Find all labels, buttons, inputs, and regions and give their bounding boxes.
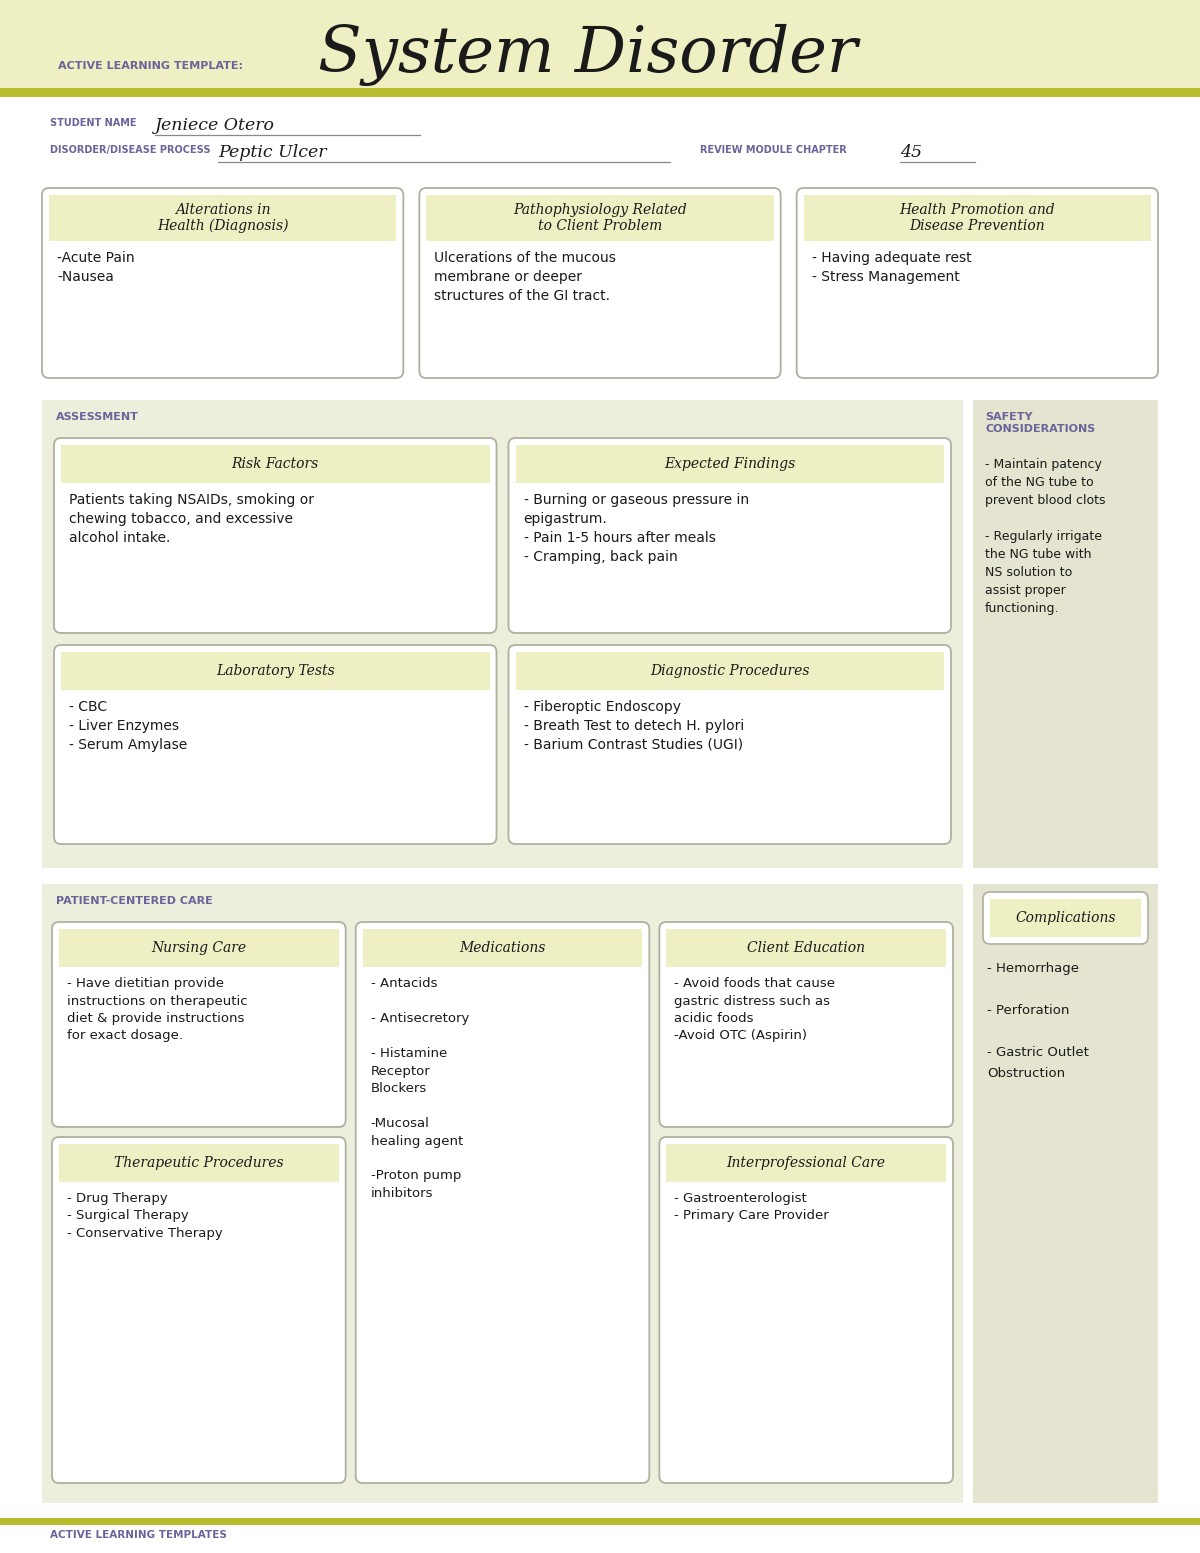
- Text: SAFETY
CONSIDERATIONS: SAFETY CONSIDERATIONS: [985, 412, 1096, 433]
- Bar: [666, 1145, 946, 1182]
- FancyBboxPatch shape: [509, 644, 952, 843]
- Text: Laboratory Tests: Laboratory Tests: [216, 665, 335, 679]
- Bar: [59, 1145, 338, 1182]
- Text: REVIEW MODULE CHAPTER: REVIEW MODULE CHAPTER: [700, 144, 847, 155]
- Text: ACTIVE LEARNING TEMPLATE:: ACTIVE LEARNING TEMPLATE:: [58, 61, 242, 71]
- Text: - Maintain patency
of the NG tube to
prevent blood clots

- Regularly irrigate
t: - Maintain patency of the NG tube to pre…: [985, 458, 1105, 615]
- Bar: [990, 899, 1141, 936]
- Text: Pathophysiology Related
to Client Problem: Pathophysiology Related to Client Proble…: [514, 203, 686, 233]
- Text: DISORDER/DISEASE PROCESS: DISORDER/DISEASE PROCESS: [50, 144, 210, 155]
- Text: Risk Factors: Risk Factors: [232, 457, 319, 471]
- Bar: [516, 652, 944, 690]
- FancyBboxPatch shape: [52, 922, 346, 1127]
- FancyBboxPatch shape: [659, 1137, 953, 1483]
- Text: - Fiberoptic Endoscopy
- Breath Test to detech H. pylori
- Barium Contrast Studi: - Fiberoptic Endoscopy - Breath Test to …: [523, 700, 744, 752]
- FancyBboxPatch shape: [54, 438, 497, 634]
- Bar: [61, 652, 490, 690]
- Text: Peptic Ulcer: Peptic Ulcer: [218, 144, 326, 162]
- Text: Nursing Care: Nursing Care: [151, 941, 246, 955]
- Text: - Avoid foods that cause
gastric distress such as
acidic foods
-Avoid OTC (Aspir: - Avoid foods that cause gastric distres…: [674, 977, 835, 1042]
- Text: -Acute Pain
-Nausea: -Acute Pain -Nausea: [58, 252, 134, 284]
- Bar: [516, 446, 944, 483]
- Bar: [973, 401, 1158, 868]
- Text: Expected Findings: Expected Findings: [664, 457, 796, 471]
- FancyBboxPatch shape: [659, 922, 953, 1127]
- Text: - Antacids

- Antisecretory

- Histamine
Receptor
Blockers

-Mucosal
healing age: - Antacids - Antisecretory - Histamine R…: [371, 977, 469, 1200]
- Text: Ulcerations of the mucous
membrane or deeper
structures of the GI tract.: Ulcerations of the mucous membrane or de…: [434, 252, 617, 303]
- Bar: [42, 884, 964, 1503]
- Text: Jeniece Otero: Jeniece Otero: [155, 116, 275, 134]
- Text: Alterations in
Health (Diagnosis): Alterations in Health (Diagnosis): [157, 202, 288, 233]
- Bar: [0, 1517, 1200, 1525]
- Text: ASSESSMENT: ASSESSMENT: [56, 412, 139, 422]
- Text: - CBC
- Liver Enzymes
- Serum Amylase: - CBC - Liver Enzymes - Serum Amylase: [70, 700, 187, 752]
- FancyBboxPatch shape: [52, 1137, 346, 1483]
- Text: Medications: Medications: [460, 941, 546, 955]
- Bar: [362, 929, 642, 968]
- FancyBboxPatch shape: [419, 188, 781, 377]
- Bar: [0, 0, 1200, 93]
- Text: - Hemorrhage

- Perforation

- Gastric Outlet
Obstruction: - Hemorrhage - Perforation - Gastric Out…: [986, 961, 1088, 1079]
- Text: 45: 45: [900, 144, 922, 162]
- Text: PATIENT-CENTERED CARE: PATIENT-CENTERED CARE: [56, 896, 212, 905]
- Text: - Gastroenterologist
- Primary Care Provider: - Gastroenterologist - Primary Care Prov…: [674, 1193, 829, 1222]
- FancyBboxPatch shape: [54, 644, 497, 843]
- Text: System Disorder: System Disorder: [318, 23, 857, 85]
- Text: - Burning or gaseous pressure in
epigastrum.
- Pain 1-5 hours after meals
- Cram: - Burning or gaseous pressure in epigast…: [523, 492, 749, 564]
- FancyBboxPatch shape: [509, 438, 952, 634]
- Text: Interprofessional Care: Interprofessional Care: [727, 1155, 886, 1169]
- FancyBboxPatch shape: [983, 891, 1148, 944]
- Bar: [973, 884, 1158, 1503]
- Bar: [426, 196, 774, 241]
- Text: - Have dietitian provide
instructions on therapeutic
diet & provide instructions: - Have dietitian provide instructions on…: [67, 977, 247, 1042]
- Text: Therapeutic Procedures: Therapeutic Procedures: [114, 1155, 283, 1169]
- Text: - Drug Therapy
- Surgical Therapy
- Conservative Therapy: - Drug Therapy - Surgical Therapy - Cons…: [67, 1193, 223, 1239]
- Text: Complications: Complications: [1015, 912, 1116, 926]
- Text: - Having adequate rest
- Stress Management: - Having adequate rest - Stress Manageme…: [811, 252, 971, 284]
- Bar: [804, 196, 1151, 241]
- Bar: [49, 196, 396, 241]
- Text: Diagnostic Procedures: Diagnostic Procedures: [650, 665, 810, 679]
- Bar: [59, 929, 338, 968]
- Bar: [666, 929, 946, 968]
- Bar: [0, 89, 1200, 96]
- FancyBboxPatch shape: [42, 188, 403, 377]
- Bar: [42, 401, 964, 868]
- Text: STUDENT NAME: STUDENT NAME: [50, 118, 137, 127]
- FancyBboxPatch shape: [797, 188, 1158, 377]
- FancyBboxPatch shape: [355, 922, 649, 1483]
- Text: Health Promotion and
Disease Prevention: Health Promotion and Disease Prevention: [900, 203, 1055, 233]
- Text: Patients taking NSAIDs, smoking or
chewing tobacco, and excessive
alcohol intake: Patients taking NSAIDs, smoking or chewi…: [70, 492, 314, 545]
- Text: ACTIVE LEARNING TEMPLATES: ACTIVE LEARNING TEMPLATES: [50, 1530, 227, 1541]
- Text: Client Education: Client Education: [748, 941, 865, 955]
- Bar: [61, 446, 490, 483]
